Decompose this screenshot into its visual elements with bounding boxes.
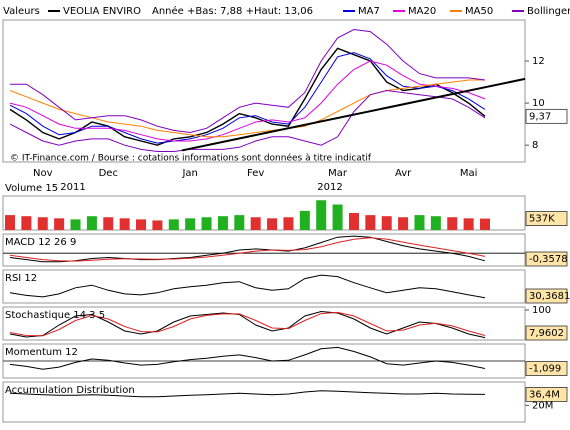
panel-title: Accumulation Distribution <box>5 385 135 396</box>
volume-bar <box>201 217 212 230</box>
value-label: 537K <box>529 214 555 225</box>
volume-bar <box>168 219 179 230</box>
value-box <box>525 386 568 402</box>
value-label: 7,9602 <box>529 328 564 339</box>
panel-frame <box>2 19 526 163</box>
volume-bar <box>398 217 409 230</box>
indicator-line <box>9 346 486 370</box>
price-line <box>9 47 486 146</box>
volume-bar <box>5 215 15 230</box>
indicator-line <box>9 52 486 144</box>
year-label: 2011 <box>60 182 85 193</box>
panel-title: Momentum 12 <box>5 347 78 358</box>
volume-bar <box>299 210 310 230</box>
legend-label: VEOLIA ENVIRO <box>63 6 141 17</box>
x-tick-label: Dec <box>99 168 118 179</box>
panel-title: Stochastique 14 3 5 <box>5 310 105 321</box>
value-label: 36,4M <box>529 389 560 400</box>
volume-bar <box>217 216 228 230</box>
indicator-line <box>9 274 486 299</box>
panel-frame <box>2 269 526 304</box>
legend-label: Bollinger 20 2.0 <box>527 6 570 17</box>
x-tick-label: Mar <box>328 168 348 179</box>
y-tick-label: 8 <box>532 140 538 151</box>
indicator-line <box>9 310 486 339</box>
volume-bar <box>267 218 278 230</box>
y-tick-label: 10 <box>532 98 545 109</box>
volume-bar <box>365 215 376 230</box>
value-box <box>525 325 568 341</box>
legend-label: MA50 <box>465 6 493 17</box>
volume-bar <box>480 218 490 230</box>
volume-bar <box>185 218 196 230</box>
indicator-line <box>10 28 486 134</box>
indicator-line <box>9 89 486 152</box>
indicator-line <box>9 79 485 138</box>
x-tick-label: Jan <box>181 168 197 179</box>
panel-frame <box>2 381 526 423</box>
x-tick-label: Nov <box>33 168 53 179</box>
volume-bar <box>332 204 343 230</box>
indicator-line <box>9 235 486 263</box>
indicator-line <box>9 60 486 142</box>
volume-bar <box>316 200 327 230</box>
range-text: Année +Bas: 7,88 +Haut: 13,06 <box>152 5 313 17</box>
volume-bar <box>86 216 97 230</box>
volume-bar <box>234 215 245 230</box>
copyright: © IT-Finance.com / Bourse : cotations in… <box>10 153 372 164</box>
legend-label: MA7 <box>358 6 380 17</box>
panel-title: MACD 12 26 9 <box>5 237 76 248</box>
volume-bar <box>250 217 261 230</box>
volume-bar <box>136 219 147 230</box>
volume-bar <box>447 217 458 230</box>
x-tick-label: Fev <box>247 168 264 179</box>
value-box <box>525 361 568 376</box>
volume-bar <box>152 220 163 230</box>
x-tick-label: Mai <box>460 168 478 179</box>
indicator-line <box>9 237 486 262</box>
volume-bar <box>430 216 441 230</box>
value-box <box>525 211 568 226</box>
indicator-line <box>9 390 486 398</box>
panel-title: Volume 15 <box>5 183 58 194</box>
volume-bar <box>283 217 294 230</box>
header-label: Valeurs <box>3 6 40 17</box>
value-box <box>525 251 568 267</box>
volume-bar <box>54 218 65 230</box>
x-tick-label: Avr <box>395 168 412 179</box>
volume-bar <box>70 219 81 230</box>
volume-bar <box>463 218 474 230</box>
volume-bar <box>103 217 114 230</box>
y-tick-label: 100 <box>532 305 551 316</box>
panel-title: RSI 12 <box>5 273 37 284</box>
indicator-line <box>9 311 486 337</box>
legend-label: MA20 <box>408 6 436 17</box>
volume-bar <box>348 213 359 230</box>
year-label: 2012 <box>317 182 342 193</box>
value-label: 9,37 <box>529 111 551 122</box>
panel-frame <box>2 195 526 231</box>
volume-bar <box>414 215 425 230</box>
value-label: -0,3578 <box>529 254 568 265</box>
value-label: 30,3681 <box>529 291 570 302</box>
value-box <box>525 288 568 304</box>
y-tick-label: 20M <box>532 400 553 411</box>
volume-bar <box>381 216 392 230</box>
trend-line <box>181 77 526 152</box>
volume-bar <box>119 218 130 230</box>
volume-bar <box>21 216 32 230</box>
value-label: -1,099 <box>529 363 561 374</box>
y-tick-label: 12 <box>532 56 545 67</box>
volume-bar <box>37 217 48 230</box>
value-box <box>525 108 568 124</box>
